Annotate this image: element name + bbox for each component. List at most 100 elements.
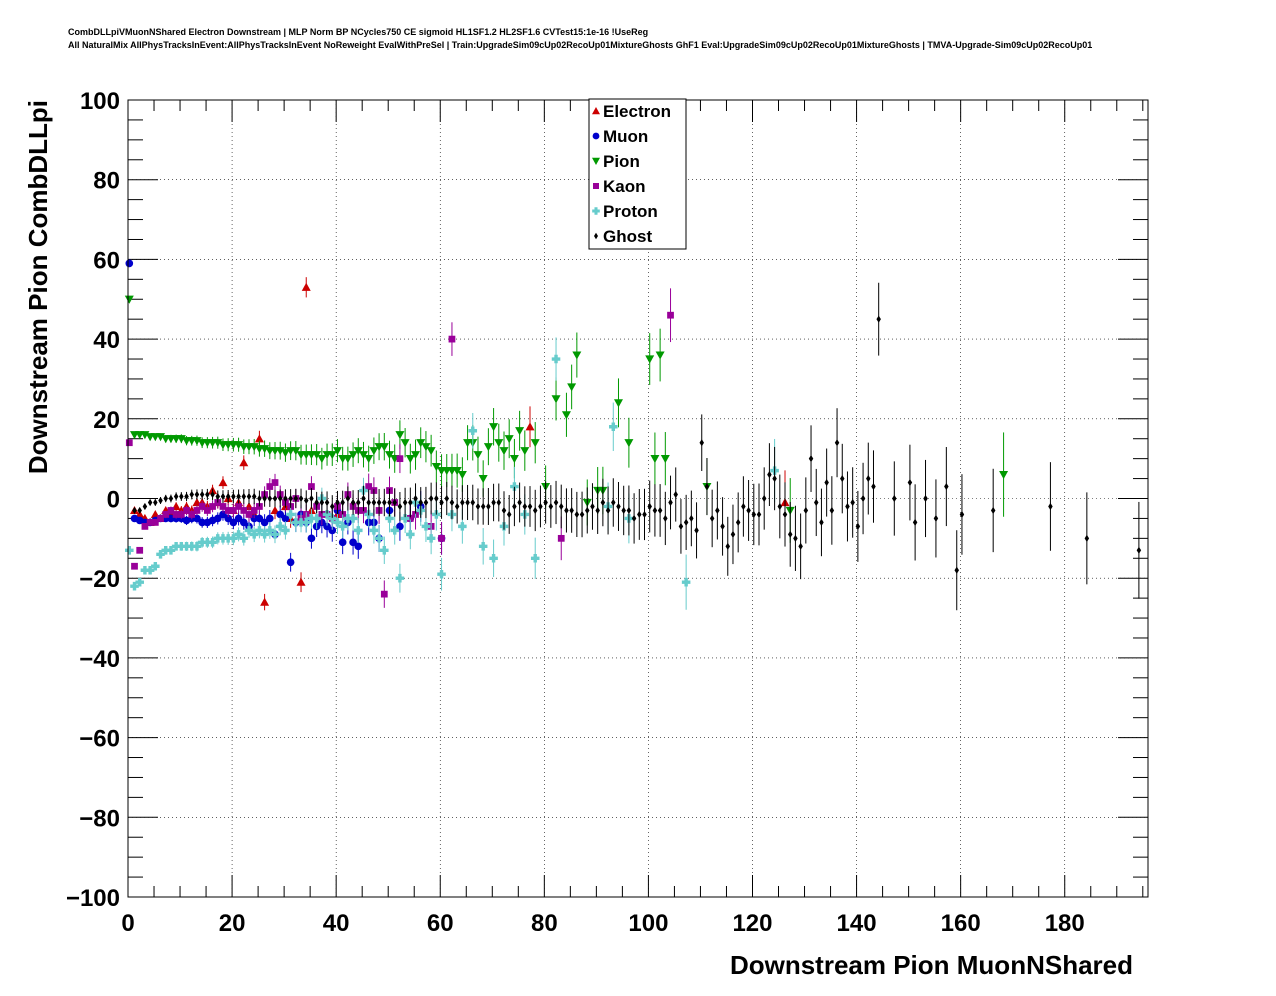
- data-point: [871, 482, 876, 491]
- data-point: [125, 546, 134, 555]
- data-point: [421, 443, 431, 452]
- data-point: [468, 426, 478, 436]
- data-point: [489, 423, 499, 432]
- data-point: [458, 522, 467, 531]
- data-point: [182, 542, 191, 551]
- data-point: [157, 515, 164, 522]
- data-point: [741, 502, 746, 511]
- legend-marker: [594, 232, 598, 240]
- data-point: [168, 494, 174, 503]
- data-point: [990, 506, 996, 515]
- x-tick-label: 60: [427, 910, 454, 937]
- data-point: [850, 498, 855, 507]
- data-point: [271, 479, 279, 486]
- data-point: [354, 526, 363, 535]
- data-point: [390, 526, 399, 535]
- data-point: [249, 530, 259, 539]
- data-point: [184, 492, 189, 501]
- data-point: [135, 577, 144, 587]
- data-point: [813, 498, 819, 507]
- data-point: [369, 447, 379, 456]
- data-point: [260, 518, 269, 527]
- data-point: [194, 490, 200, 499]
- data-point: [650, 455, 660, 464]
- data-point: [395, 573, 405, 583]
- data-point: [448, 335, 456, 343]
- data-point: [203, 507, 211, 514]
- data-point: [246, 492, 252, 501]
- data-point: [866, 474, 871, 483]
- chart-title-line-1: CombDLLpiVMuonNShared Electron Downstrea…: [68, 27, 649, 37]
- data-point: [173, 492, 179, 501]
- data-point: [283, 494, 288, 503]
- data-point: [340, 498, 345, 507]
- legend-label: Muon: [603, 127, 648, 146]
- x-tick-label: 40: [323, 910, 350, 937]
- data-point: [288, 494, 293, 503]
- data-point: [678, 522, 684, 530]
- data-point: [426, 534, 436, 543]
- data-point: [506, 510, 512, 519]
- data-points: [124, 259, 1142, 611]
- data-point: [353, 447, 363, 456]
- data-point: [312, 451, 322, 460]
- data-point: [239, 458, 249, 467]
- data-point: [146, 519, 154, 526]
- data-point: [907, 478, 913, 487]
- x-tick-label: 160: [941, 910, 981, 937]
- data-point: [348, 451, 358, 460]
- data-point: [291, 447, 301, 456]
- data-point: [400, 439, 410, 448]
- data-point: [193, 507, 201, 514]
- data-point: [161, 546, 171, 555]
- data-point: [655, 351, 665, 360]
- data-point: [205, 490, 210, 499]
- data-point: [411, 451, 421, 460]
- data-point: [276, 510, 285, 519]
- data-point: [218, 478, 228, 487]
- data-point: [532, 506, 538, 515]
- data-point: [530, 554, 540, 563]
- data-point: [400, 514, 410, 523]
- data-point: [213, 514, 222, 523]
- data-point: [281, 526, 290, 535]
- data-point: [460, 498, 465, 507]
- legend-marker: [592, 132, 600, 140]
- data-point: [358, 451, 368, 460]
- data-point: [567, 383, 577, 392]
- data-point: [167, 507, 175, 514]
- data-point: [538, 502, 543, 511]
- data-point: [309, 494, 314, 503]
- data-point: [395, 431, 405, 440]
- data-point: [140, 565, 150, 575]
- data-point: [704, 482, 710, 491]
- data-point: [220, 492, 226, 501]
- data-point: [188, 511, 196, 518]
- y-tick-label: 80: [93, 168, 120, 195]
- data-point: [125, 259, 134, 268]
- data-point: [396, 455, 404, 463]
- data-point: [558, 502, 564, 511]
- data-point: [272, 494, 278, 503]
- legend-marker: [592, 207, 600, 215]
- data-point: [585, 506, 590, 515]
- data-point: [892, 494, 897, 503]
- data-point: [572, 351, 582, 360]
- data-point: [324, 498, 330, 507]
- x-tick-label: 120: [732, 910, 772, 937]
- data-point: [215, 492, 221, 501]
- data-point: [663, 514, 668, 523]
- data-point: [423, 498, 429, 507]
- data-point: [385, 451, 395, 460]
- data-point: [234, 514, 243, 523]
- data-point: [840, 474, 845, 483]
- data-point: [642, 510, 647, 519]
- data-point: [339, 511, 347, 518]
- data-point: [124, 295, 134, 304]
- data-point: [260, 530, 269, 539]
- data-point: [522, 502, 528, 511]
- data-point: [318, 511, 326, 518]
- data-point: [626, 506, 632, 515]
- y-tick-label: 100: [80, 88, 120, 115]
- data-point: [229, 534, 238, 543]
